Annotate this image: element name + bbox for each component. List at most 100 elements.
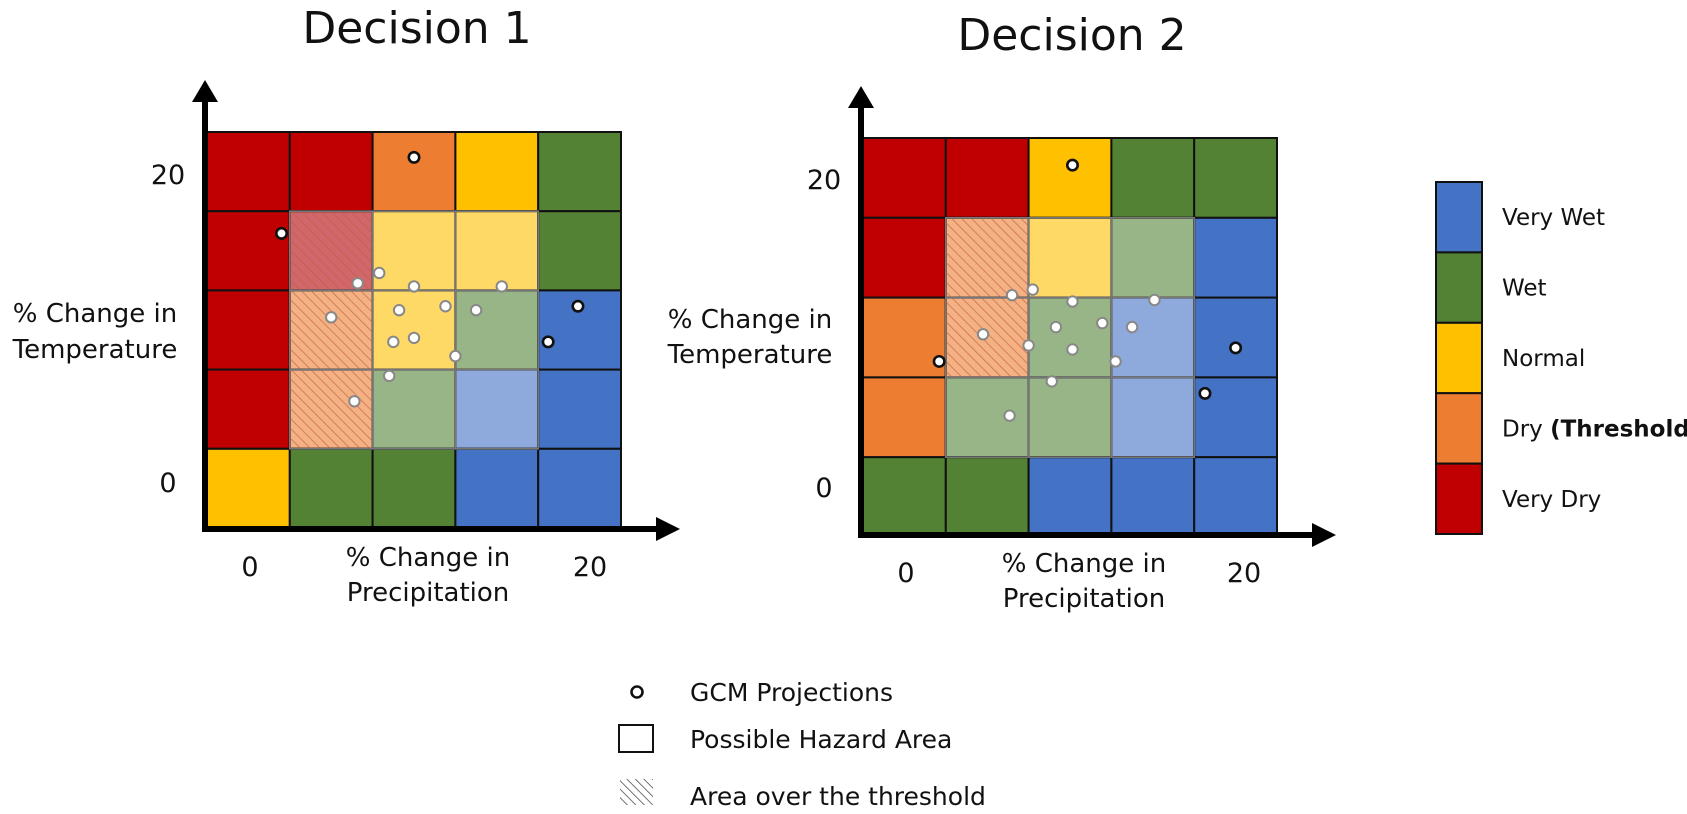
gcm-projection-point <box>275 226 289 240</box>
grid-cell-dry-threshold <box>371 131 457 213</box>
axes <box>848 86 1336 547</box>
threshold-area-label: Area over the threshold <box>690 782 986 811</box>
gcm-projection-point <box>541 335 555 349</box>
hazard-grid <box>206 131 623 529</box>
gcm-projection-point <box>932 354 946 368</box>
legend-label-wet: Wet <box>1502 276 1547 302</box>
possible-hazard-area <box>288 210 539 450</box>
legend-swatch-normal <box>1435 321 1483 395</box>
y-axis-label-line2: Temperature <box>667 340 833 370</box>
legend-label-dry-threshold: Dry (Threshold) <box>1502 416 1687 442</box>
gcm-projection-point <box>407 331 421 345</box>
hazard-cell-outline <box>454 368 539 450</box>
grid-cell-very-dry <box>862 137 947 219</box>
decision-1-panel: Decision 1 20 0 0 20 % Change in Tempera… <box>12 3 680 608</box>
x-axis-arrowhead-icon <box>656 517 680 541</box>
grid-cell-dry-threshold <box>862 296 947 379</box>
grid-cell-very-wet-faded <box>1110 296 1196 379</box>
gcm-projection-point <box>495 280 508 293</box>
grid-cell-wet <box>371 447 457 529</box>
grid-cell-normal-faded <box>454 210 540 292</box>
grid-cell-normal <box>1027 137 1113 219</box>
gcm-projection-point <box>1022 339 1035 352</box>
hazard-area-label: Possible Hazard Area <box>690 725 952 754</box>
gcm-projection-point <box>449 349 462 363</box>
grid-cell-very-wet <box>537 368 623 450</box>
grid-cell-wet <box>1110 137 1196 219</box>
legend-swatch-dry-threshold <box>1435 392 1483 465</box>
decision-2-panel: Decision 2 20 0 0 20 % Change in Tempera… <box>667 10 1336 614</box>
gcm-projection-point <box>1005 289 1019 302</box>
grid-cell-very-wet <box>1110 456 1196 539</box>
grid-cell-very-wet-faded <box>454 368 540 450</box>
grid-cell-wet <box>537 131 623 213</box>
gcm-projection-point <box>348 395 361 408</box>
grid-cell-very-dry <box>206 289 291 371</box>
gcm-projection-point <box>1045 375 1058 388</box>
hazard-area-box-icon <box>618 724 654 753</box>
grid-cell-very-wet-faded <box>1110 376 1196 459</box>
legend-swatch-wet <box>1435 251 1483 324</box>
y-axis-label-line1: % Change in <box>668 305 832 335</box>
threshold-hatching <box>945 217 1029 378</box>
grid-cell-wet <box>862 456 947 539</box>
legend-label-normal: Normal <box>1502 346 1585 372</box>
gcm-projection-point <box>976 328 990 341</box>
gcm-projection-point <box>1065 158 1079 172</box>
grid-cell-wet-faded <box>1027 376 1113 459</box>
x-axis-label-line1: % Change in <box>1002 549 1166 579</box>
y-axis-label-line2: Temperature <box>12 335 178 365</box>
grid-cell-very-dry <box>206 210 291 292</box>
x-axis-label-line1: % Change in <box>346 543 510 573</box>
grid-cell-normal <box>206 447 291 529</box>
gcm-projection-point <box>1148 293 1161 307</box>
gcm-projection-marker-icon <box>630 685 644 699</box>
possible-hazard-area <box>944 217 1196 458</box>
gcm-projection-point <box>373 266 386 280</box>
gcm-projection-point <box>387 335 400 349</box>
grid-cell-very-wet <box>537 289 623 371</box>
threshold-hatch-cell <box>945 217 1029 298</box>
y-tick-20: 20 <box>151 160 185 191</box>
gcm-projection-point <box>407 280 421 293</box>
gcm-projections <box>275 150 585 408</box>
gcm-projection-point <box>351 277 364 290</box>
gcm-projection-point <box>382 369 396 383</box>
grid-cell-wet <box>537 210 623 292</box>
color-legend: Very Wet Wet Normal Dry (Threshold) Very Dry <box>1435 181 1687 536</box>
gcm-projection-point <box>407 150 421 164</box>
grid-cell-wet-faded <box>1027 296 1113 379</box>
grid-cell-very-wet <box>454 447 540 529</box>
grid-cell-very-wet <box>1193 216 1278 299</box>
legend-swatch-very-wet <box>1435 181 1483 254</box>
grid-cell-wet-faded <box>454 289 540 371</box>
gcm-projection-point <box>325 311 338 324</box>
grid-cell-very-dry <box>862 216 947 299</box>
panel-title: Decision 2 <box>957 10 1186 61</box>
grid-cell-very-dry <box>944 137 1030 219</box>
x-axis-label-line2: Precipitation <box>347 578 510 608</box>
grid-cell-dry-threshold <box>862 376 947 459</box>
hazard-grid <box>862 137 1278 539</box>
threshold-hatch-cell <box>289 369 373 449</box>
grid-cell-normal-faded <box>371 210 457 292</box>
grid-cell-normal <box>454 131 540 213</box>
gcm-projection-point <box>1066 295 1079 308</box>
y-axis-arrowhead-icon <box>848 86 874 108</box>
grid-cell-very-wet <box>1027 456 1113 539</box>
gcm-projection-point <box>469 304 483 317</box>
y-tick-20: 20 <box>807 165 841 196</box>
y-tick-0: 0 <box>159 468 176 499</box>
grid-cell-normal-faded <box>1027 216 1113 299</box>
grid-cell-very-wet <box>1193 296 1278 379</box>
threshold-hatching <box>289 211 373 449</box>
x-axis-label-line2: Precipitation <box>1003 584 1166 614</box>
bottom-legend: GCM Projections Possible Hazard Area Are… <box>618 678 986 811</box>
x-tick-0: 0 <box>241 552 258 583</box>
grid-cell-wet <box>944 456 1030 539</box>
gcm-projection-point <box>1109 355 1122 368</box>
grid-cell-very-dry <box>288 131 374 213</box>
gcm-projection-point <box>1066 343 1079 356</box>
grid-cell-wet <box>1193 137 1278 219</box>
